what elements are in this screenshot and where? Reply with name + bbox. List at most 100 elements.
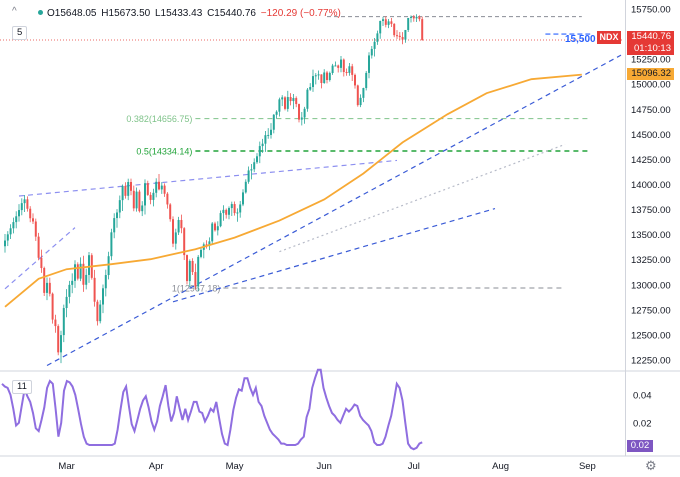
candle-body xyxy=(194,272,197,287)
candle-body xyxy=(286,97,289,109)
candle-body xyxy=(370,48,373,56)
candle-body xyxy=(362,88,365,98)
bar-countdown: 01:10:13 xyxy=(634,43,671,54)
time-tick-label: Jul xyxy=(408,461,420,472)
candle-body xyxy=(183,228,186,256)
collapse-legend-icon[interactable]: ^ xyxy=(12,6,17,17)
candle-body xyxy=(96,301,99,322)
candle-body xyxy=(306,89,309,109)
candle-body xyxy=(211,223,214,242)
candle-body xyxy=(113,218,116,233)
candle-body xyxy=(421,19,424,40)
candle-body xyxy=(244,181,247,193)
candle-body xyxy=(295,98,298,105)
candle-body xyxy=(46,282,48,293)
candle-body xyxy=(401,36,404,40)
candle-body xyxy=(9,228,12,235)
price-tick-label: 13000.00 xyxy=(631,280,671,291)
candle-body xyxy=(200,249,202,257)
candle-body xyxy=(146,183,149,195)
candle-body xyxy=(300,117,303,120)
candle-body xyxy=(278,99,281,112)
price-tick-label: 13500.00 xyxy=(631,230,671,241)
ohlc-change: −120.29 (−0.77%) xyxy=(260,8,341,19)
candle-body xyxy=(51,293,54,320)
candle-body xyxy=(337,65,340,68)
oscillator-settings-chip[interactable]: 11 xyxy=(12,380,32,394)
time-tick-label: Aug xyxy=(492,461,509,472)
candle-body xyxy=(177,219,180,233)
price-tick-label: 15250.00 xyxy=(631,55,671,66)
candle-body xyxy=(23,199,26,204)
moving-average-line xyxy=(4,73,582,308)
candle-body xyxy=(253,162,256,170)
candle-body xyxy=(82,263,85,285)
candle-body xyxy=(292,98,295,102)
osc-tick-label: 0.04 xyxy=(633,390,652,401)
candle-body xyxy=(345,71,348,73)
candle-body xyxy=(239,204,242,213)
ma-value-badge: 15096.32 xyxy=(627,68,674,80)
candle-body xyxy=(393,23,396,36)
candle-body xyxy=(323,72,326,84)
trendline xyxy=(172,207,496,303)
candle-body xyxy=(312,76,314,88)
candle-body xyxy=(102,288,104,305)
candle-body xyxy=(93,277,96,302)
candle-body xyxy=(107,256,110,276)
candle-body xyxy=(398,35,401,37)
time-tick-label: Apr xyxy=(149,461,164,472)
candle-body xyxy=(163,185,166,194)
candle-body xyxy=(48,282,51,294)
candle-body xyxy=(60,335,62,353)
candle-body xyxy=(121,185,124,201)
candle-body xyxy=(379,20,382,34)
round-level-label: 15,500 xyxy=(565,34,596,45)
candle-body xyxy=(326,72,328,81)
candle-body xyxy=(4,240,6,247)
candle-body xyxy=(79,263,82,279)
candle-body xyxy=(88,255,90,275)
candle-body xyxy=(407,17,410,30)
candle-body xyxy=(141,205,144,212)
candle-body xyxy=(216,226,219,231)
candle-body xyxy=(365,72,368,89)
ohlc-close: C15440.76 xyxy=(207,8,256,19)
candle-body xyxy=(387,21,390,25)
candle-body xyxy=(62,308,65,336)
candle-body xyxy=(40,257,43,269)
price-tick-label: 15750.00 xyxy=(631,5,671,16)
candle-body xyxy=(320,74,323,84)
price-tick-label: 14250.00 xyxy=(631,155,671,166)
candle-body xyxy=(351,66,354,75)
candle-body xyxy=(264,135,267,144)
candle-body xyxy=(104,275,107,289)
ticker-badge: NDX xyxy=(597,31,621,44)
candle-body xyxy=(219,213,222,227)
candle-body xyxy=(85,274,88,285)
candle-body xyxy=(12,222,15,229)
price-tick-label: 13250.00 xyxy=(631,255,671,266)
candle-body xyxy=(258,146,261,157)
candle-body xyxy=(384,19,387,25)
candle-body xyxy=(340,59,342,68)
candle-body xyxy=(256,156,258,163)
candle-body xyxy=(130,181,132,191)
candle-body xyxy=(250,169,253,171)
candle-body xyxy=(404,29,407,40)
gear-icon[interactable]: ⚙ xyxy=(645,458,657,473)
oscillator-line xyxy=(1,368,423,451)
ohlc-legend: O15648.05 H15673.50 L15433.43 C15440.76 … xyxy=(38,8,343,19)
candle-body xyxy=(26,199,29,209)
candle-body xyxy=(57,326,60,353)
indicator-settings-chip[interactable]: 5 xyxy=(12,26,28,40)
fib-level-label: 0.5(14334.14) xyxy=(136,146,192,156)
candle-body xyxy=(155,181,158,193)
candle-body xyxy=(160,185,163,190)
candle-body xyxy=(54,319,57,327)
trendline xyxy=(279,143,566,253)
candle-body xyxy=(222,209,225,214)
candle-body xyxy=(191,261,194,273)
